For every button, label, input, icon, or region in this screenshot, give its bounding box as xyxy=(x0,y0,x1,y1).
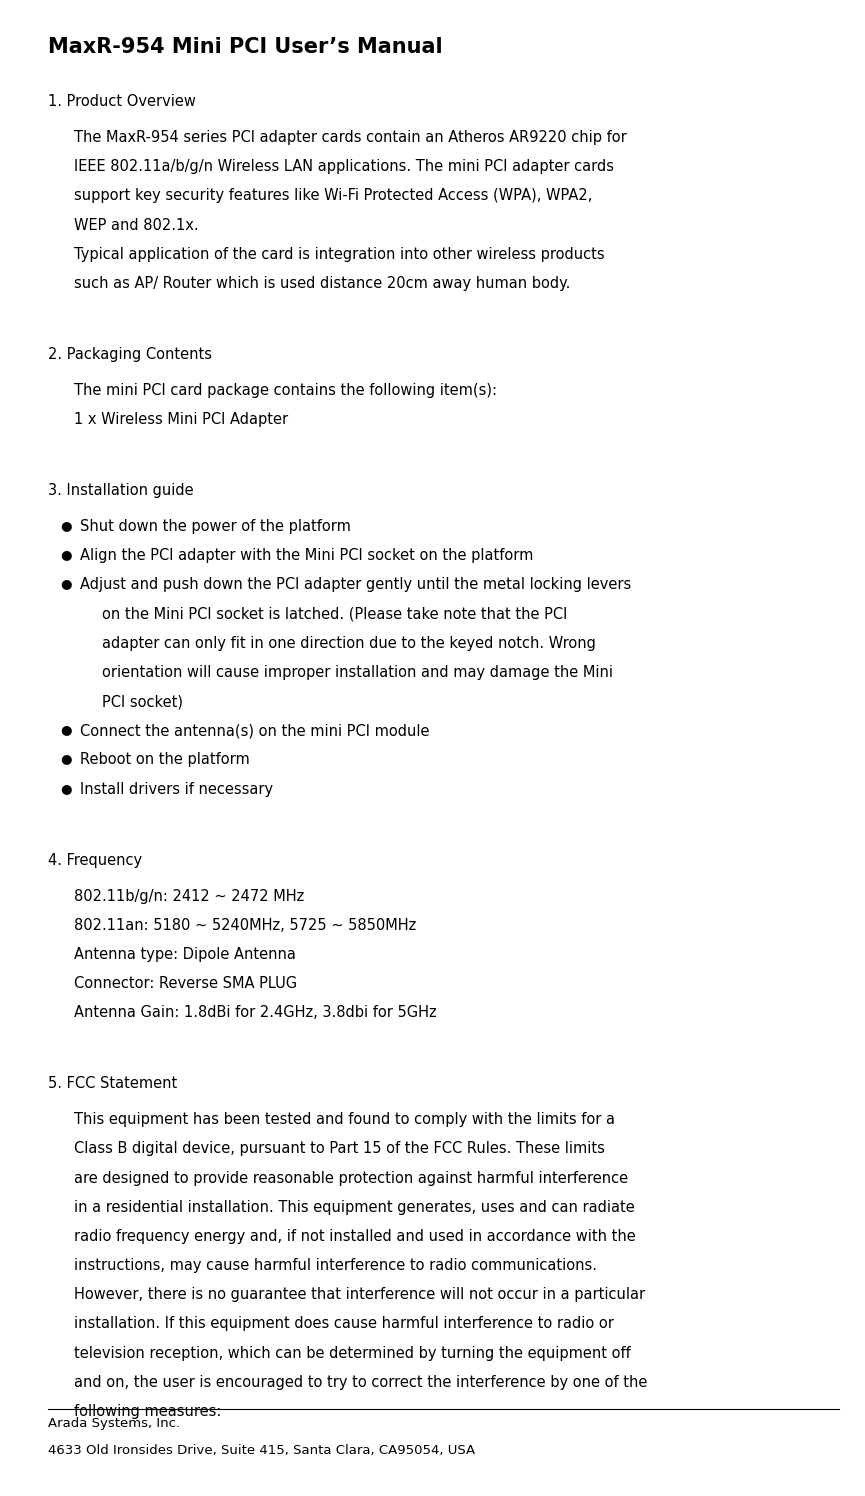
Text: Adjust and push down the PCI adapter gently until the metal locking levers: Adjust and push down the PCI adapter gen… xyxy=(80,577,631,592)
Text: This equipment has been tested and found to comply with the limits for a: This equipment has been tested and found… xyxy=(74,1112,614,1128)
Text: The MaxR-954 series PCI adapter cards contain an Atheros AR9220 chip for: The MaxR-954 series PCI adapter cards co… xyxy=(74,130,626,145)
Text: such as AP/ Router which is used distance 20cm away human body.: such as AP/ Router which is used distanc… xyxy=(74,275,570,292)
Text: Antenna Gain: 1.8dBi for 2.4GHz, 3.8dbi for 5GHz: Antenna Gain: 1.8dBi for 2.4GHz, 3.8dbi … xyxy=(74,1005,436,1020)
Text: Connect the antenna(s) on the mini PCI module: Connect the antenna(s) on the mini PCI m… xyxy=(80,723,430,739)
Text: ●: ● xyxy=(61,548,72,561)
Text: ●: ● xyxy=(61,519,72,533)
Text: are designed to provide reasonable protection against harmful interference: are designed to provide reasonable prote… xyxy=(74,1170,628,1186)
Text: Antenna type: Dipole Antenna: Antenna type: Dipole Antenna xyxy=(74,947,296,962)
Text: Typical application of the card is integration into other wireless products: Typical application of the card is integ… xyxy=(74,247,604,262)
Text: and on, the user is encouraged to try to correct the interference by one of the: and on, the user is encouraged to try to… xyxy=(74,1375,647,1390)
Text: PCI socket): PCI socket) xyxy=(102,694,183,709)
Text: Connector: Reverse SMA PLUG: Connector: Reverse SMA PLUG xyxy=(74,975,297,992)
Text: in a residential installation. This equipment generates, uses and can radiate: in a residential installation. This equi… xyxy=(74,1200,634,1215)
Text: Install drivers if necessary: Install drivers if necessary xyxy=(80,781,273,797)
Text: instructions, may cause harmful interference to radio communications.: instructions, may cause harmful interfer… xyxy=(74,1258,597,1273)
Text: installation. If this equipment does cause harmful interference to radio or: installation. If this equipment does cau… xyxy=(74,1316,613,1331)
Text: 1 x Wireless Mini PCI Adapter: 1 x Wireless Mini PCI Adapter xyxy=(74,411,288,428)
Text: ●: ● xyxy=(61,723,72,736)
Text: 802.11an: 5180 ~ 5240MHz, 5725 ~ 5850MHz: 802.11an: 5180 ~ 5240MHz, 5725 ~ 5850MHz xyxy=(74,917,416,934)
Text: adapter can only fit in one direction due to the keyed notch. Wrong: adapter can only fit in one direction du… xyxy=(102,636,596,651)
Text: Reboot on the platform: Reboot on the platform xyxy=(80,752,250,767)
Text: WEP and 802.1x.: WEP and 802.1x. xyxy=(74,217,198,233)
Text: 1. Product Overview: 1. Product Overview xyxy=(48,94,195,109)
Text: support key security features like Wi-Fi Protected Access (WPA), WPA2,: support key security features like Wi-Fi… xyxy=(74,188,592,203)
Text: Arada Systems, Inc.: Arada Systems, Inc. xyxy=(48,1417,180,1430)
Text: IEEE 802.11a/b/g/n Wireless LAN applications. The mini PCI adapter cards: IEEE 802.11a/b/g/n Wireless LAN applicat… xyxy=(74,160,613,175)
Text: following measures:: following measures: xyxy=(74,1403,221,1420)
Text: radio frequency energy and, if not installed and used in accordance with the: radio frequency energy and, if not insta… xyxy=(74,1228,635,1245)
Text: 3. Installation guide: 3. Installation guide xyxy=(48,483,193,498)
Text: ●: ● xyxy=(61,752,72,766)
Text: 802.11b/g/n: 2412 ~ 2472 MHz: 802.11b/g/n: 2412 ~ 2472 MHz xyxy=(74,889,304,904)
Text: Shut down the power of the platform: Shut down the power of the platform xyxy=(80,519,351,534)
Text: ●: ● xyxy=(61,781,72,794)
Text: The mini PCI card package contains the following item(s):: The mini PCI card package contains the f… xyxy=(74,383,497,398)
Text: MaxR-954 Mini PCI User’s Manual: MaxR-954 Mini PCI User’s Manual xyxy=(48,37,442,57)
Text: 4633 Old Ironsides Drive, Suite 415, Santa Clara, CA95054, USA: 4633 Old Ironsides Drive, Suite 415, San… xyxy=(48,1444,475,1457)
Text: television reception, which can be determined by turning the equipment off: television reception, which can be deter… xyxy=(74,1345,631,1361)
Text: Class B digital device, pursuant to Part 15 of the FCC Rules. These limits: Class B digital device, pursuant to Part… xyxy=(74,1141,605,1156)
Text: Align the PCI adapter with the Mini PCI socket on the platform: Align the PCI adapter with the Mini PCI … xyxy=(80,548,534,564)
Text: orientation will cause improper installation and may damage the Mini: orientation will cause improper installa… xyxy=(102,664,613,681)
Text: However, there is no guarantee that interference will not occur in a particular: However, there is no guarantee that inte… xyxy=(74,1287,644,1303)
Text: 5. FCC Statement: 5. FCC Statement xyxy=(48,1076,176,1092)
Text: on the Mini PCI socket is latched. (Please take note that the PCI: on the Mini PCI socket is latched. (Plea… xyxy=(102,606,567,622)
Text: 2. Packaging Contents: 2. Packaging Contents xyxy=(48,347,212,362)
Text: ●: ● xyxy=(61,577,72,591)
Text: 4. Frequency: 4. Frequency xyxy=(48,853,142,868)
